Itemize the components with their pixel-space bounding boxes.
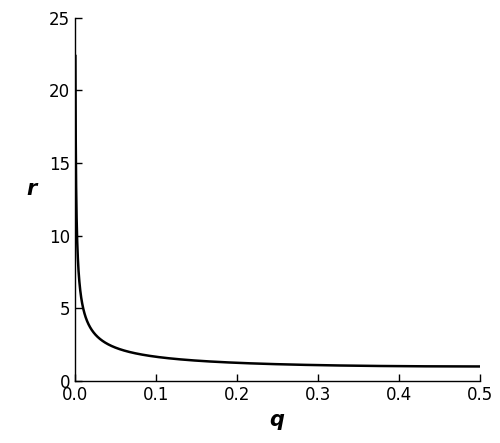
X-axis label: $\bfit{q}$: $\bfit{q}$ xyxy=(270,412,285,432)
Y-axis label: $\bfit{r}$: $\bfit{r}$ xyxy=(26,179,39,199)
